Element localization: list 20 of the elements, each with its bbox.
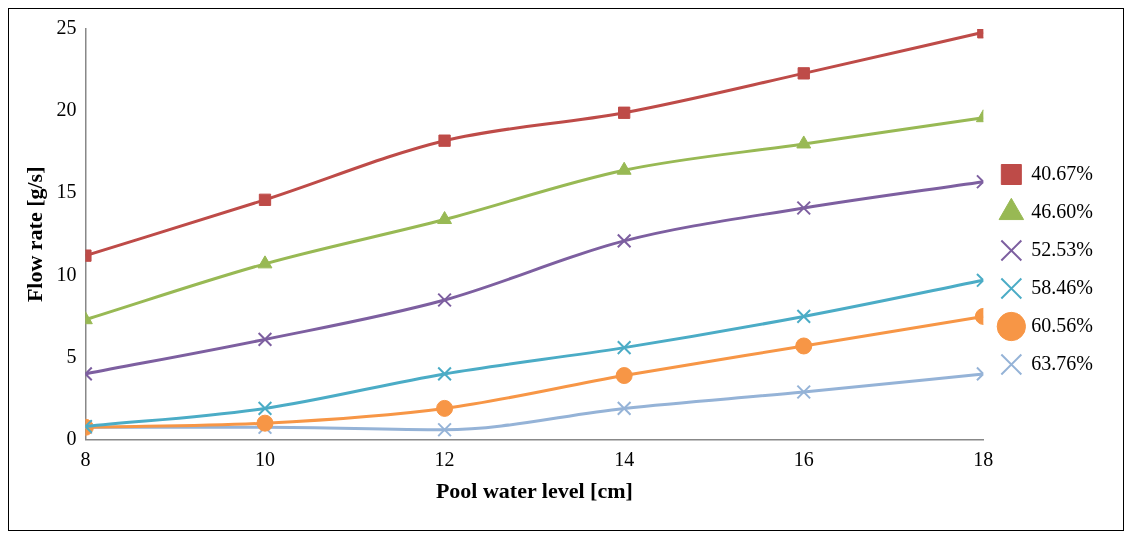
x-tick-label: 10 bbox=[254, 447, 275, 470]
y-axis-title: Flow rate [g/s] bbox=[21, 166, 47, 303]
y-tick-label: 5 bbox=[66, 344, 77, 367]
x-tick-label: 14 bbox=[614, 447, 635, 470]
legend-label: 58.46% bbox=[1031, 275, 1094, 298]
legend-label: 60.56% bbox=[1031, 313, 1094, 336]
y-tick-label: 0 bbox=[66, 426, 77, 449]
x-tick-label: 12 bbox=[434, 447, 455, 470]
legend-label: 63.76% bbox=[1031, 351, 1094, 374]
x-axis-title: Pool water level [cm] bbox=[435, 478, 633, 504]
y-tick-label: 10 bbox=[56, 262, 77, 285]
x-tick-label: 18 bbox=[973, 447, 994, 470]
legend-label: 40.67% bbox=[1031, 161, 1094, 184]
legend-label: 46.60% bbox=[1031, 199, 1094, 222]
legend-label: 52.53% bbox=[1031, 237, 1094, 260]
x-tick-label: 16 bbox=[793, 447, 814, 470]
y-tick-label: 25 bbox=[56, 16, 77, 39]
x-tick-label: 8 bbox=[80, 447, 91, 470]
y-tick-label: 20 bbox=[56, 98, 77, 121]
y-tick-label: 15 bbox=[56, 180, 77, 203]
